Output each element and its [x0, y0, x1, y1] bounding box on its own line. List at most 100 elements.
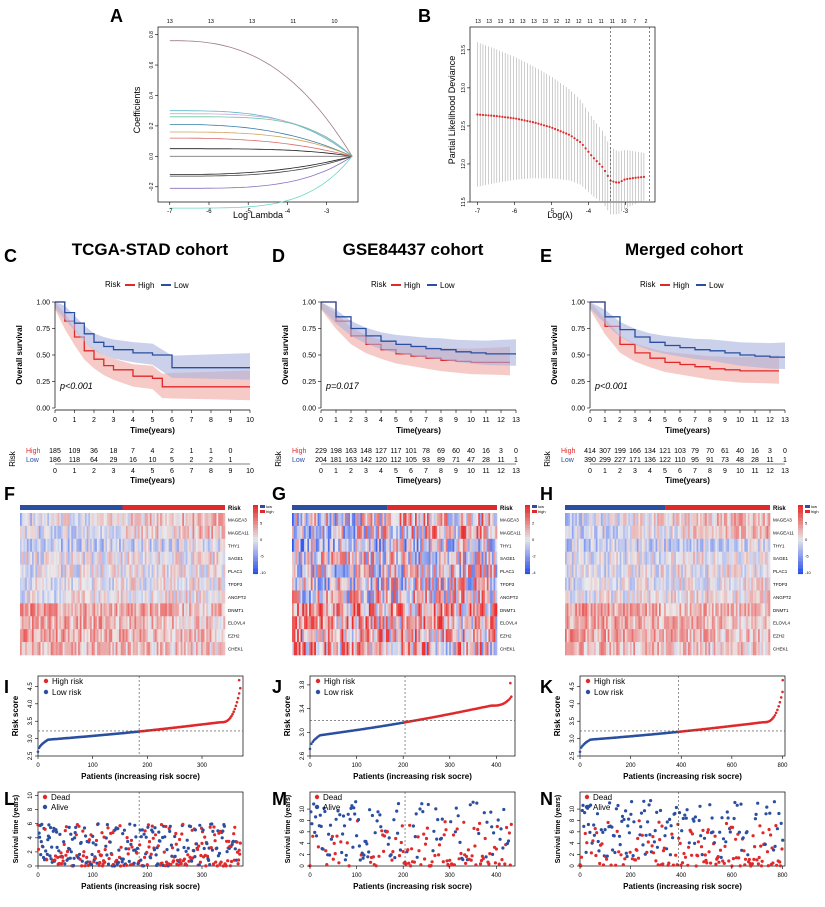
heatmap-cell: [623, 538, 626, 553]
heatmap-cell: [192, 616, 195, 630]
heatmap-cell: [442, 577, 445, 591]
heatmap-cell: [105, 551, 108, 565]
heatmap-cell: [614, 538, 617, 553]
heatmap-cell: [189, 525, 192, 540]
heatmap-cell: [338, 577, 341, 591]
heatmap-cell: [616, 616, 619, 630]
heatmap-cell: [495, 629, 498, 643]
heatmap-cell: [295, 603, 298, 617]
heatmap-cell: [648, 603, 651, 617]
heatmap-cell: [166, 538, 169, 553]
heatmap-cell: [676, 590, 679, 604]
heatmap-cell: [624, 564, 627, 578]
heatmap-cell: [66, 642, 69, 656]
heatmap-cell: [604, 513, 607, 527]
heatmap-legend-high: high: [811, 509, 819, 514]
heatmap-cell: [425, 525, 428, 540]
heatmap-cell: [185, 629, 188, 643]
heatmap-scale-segment: [253, 523, 258, 526]
heatmap-cell: [715, 551, 718, 565]
heatmap-cell: [599, 629, 602, 643]
heatmap-cell: [204, 590, 207, 604]
heatmap-cell: [462, 616, 465, 630]
heatmap-cell: [396, 564, 399, 578]
heatmap-cell: [490, 616, 493, 630]
heatmap-cell: [594, 629, 597, 643]
heatmap-cell: [670, 642, 673, 656]
heatmap-cell: [428, 551, 431, 565]
heatmap-cell: [461, 590, 464, 604]
heatmap-cell: [125, 551, 128, 565]
heatmap-cell: [161, 603, 164, 617]
heatmap-cell: [154, 564, 157, 578]
heatmap-cell: [358, 616, 361, 630]
heatmap-cell: [163, 590, 166, 604]
heatmap-cell: [207, 551, 210, 565]
heatmap-cell: [607, 590, 610, 604]
heatmap-cell: [566, 629, 569, 643]
heatmap-cell: [348, 538, 351, 553]
heatmap-cell: [488, 564, 491, 578]
heatmap-cell: [119, 577, 122, 591]
heatmap-cell: [457, 525, 460, 540]
heatmap-cell: [401, 642, 404, 656]
heatmap-cell: [401, 538, 404, 553]
heatmap-cell: [370, 551, 373, 565]
heatmap-cell: [764, 551, 767, 565]
heatmap-cell: [195, 629, 198, 643]
heatmap-cell: [664, 629, 667, 643]
heatmap-cell: [582, 603, 585, 617]
heatmap-cell: [40, 577, 43, 591]
heatmap-cell: [428, 616, 431, 630]
heatmap-cell: [710, 564, 713, 578]
heatmap-cell: [616, 513, 619, 527]
heatmap-cell: [568, 513, 571, 527]
heatmap-cell: [389, 551, 392, 565]
heatmap-cell: [182, 603, 185, 617]
heatmap-cell: [445, 642, 448, 656]
heatmap-cell: [95, 616, 98, 630]
heatmap-cell: [158, 564, 161, 578]
heatmap-scale-segment: [798, 560, 803, 563]
heatmap-cell: [411, 603, 414, 617]
heatmap-cell: [696, 616, 699, 630]
heatmap-cell: [464, 642, 467, 656]
heatmap-cell: [670, 629, 673, 643]
heatmap-cell: [490, 577, 493, 591]
heatmap-cell: [69, 603, 72, 617]
heatmap-cell: [100, 603, 103, 617]
heatmap-cell: [742, 538, 745, 553]
heatmap-cell: [218, 564, 221, 578]
heatmap-cell: [343, 629, 346, 643]
heatmap-cell: [66, 538, 69, 553]
heatmap-cell: [688, 564, 691, 578]
heatmap-cell: [137, 564, 140, 578]
heatmap-cell: [321, 538, 324, 553]
heatmap-cell: [629, 603, 632, 617]
heatmap-cell: [190, 629, 193, 643]
heatmap-cell: [55, 616, 58, 630]
heatmap-scale-segment: [525, 539, 530, 542]
heatmap-cell: [207, 629, 210, 643]
heatmap-cell: [730, 616, 733, 630]
heatmap-cell: [457, 551, 460, 565]
heatmap-cell: [433, 538, 436, 553]
heatmap-cell: [132, 642, 135, 656]
heatmap-cell: [689, 642, 692, 656]
heatmap-cell: [333, 564, 336, 578]
km-x-tick-label: 6: [678, 417, 682, 424]
heatmap-cell: [173, 538, 176, 553]
heatmap-cell: [351, 538, 354, 553]
heatmap-cell: [201, 538, 204, 553]
heatmap-cell: [658, 538, 661, 553]
heatmap-cell: [339, 538, 342, 553]
risk-table-x-tick-label: 7: [693, 468, 697, 475]
heatmap-cell: [377, 525, 380, 540]
heatmap-cell: [694, 590, 697, 604]
heatmap-cell: [363, 642, 366, 656]
heatmap-cell: [221, 577, 224, 591]
heatmap-cell: [125, 629, 128, 643]
heatmap-cell: [609, 525, 612, 540]
heatmap-cell: [394, 564, 397, 578]
heatmap-cell: [430, 629, 433, 643]
